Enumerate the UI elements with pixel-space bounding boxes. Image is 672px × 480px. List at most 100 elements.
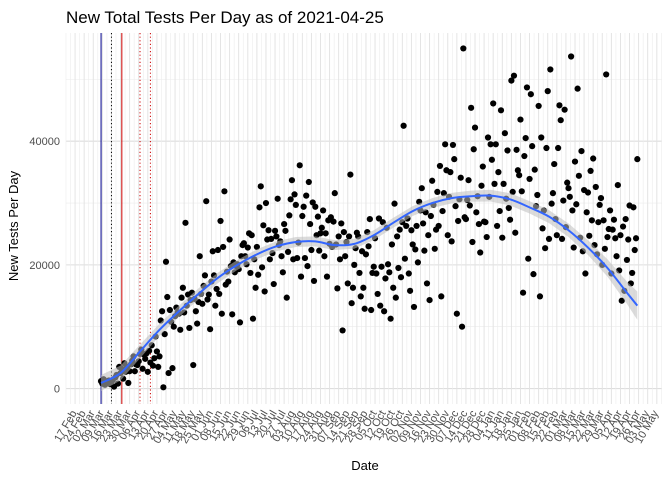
data-point [390, 284, 397, 291]
data-point [488, 156, 495, 163]
data-point [283, 294, 290, 301]
data-point [382, 275, 389, 282]
data-point [334, 285, 341, 292]
data-point [583, 209, 590, 216]
data-point [375, 215, 383, 222]
data-point [574, 85, 581, 92]
data-point [214, 246, 222, 254]
data-point [442, 141, 449, 148]
data-point [449, 141, 457, 149]
data-point [586, 232, 593, 239]
data-point [321, 253, 328, 260]
data-point [414, 259, 421, 266]
data-point [555, 144, 562, 152]
data-point [339, 327, 346, 334]
data-point [319, 207, 327, 214]
data-point [505, 204, 512, 212]
data-point [496, 207, 503, 215]
data-point [278, 253, 285, 260]
data-point [418, 185, 425, 192]
data-point [516, 172, 523, 179]
data-point [312, 203, 319, 210]
data-point [508, 77, 515, 84]
y-tick-label: 40000 [29, 136, 60, 148]
data-point [160, 384, 167, 391]
data-point [308, 246, 315, 254]
chart-title: New Total Tests Per Day as of 2021-04-25 [66, 8, 384, 27]
data-point [469, 238, 476, 246]
data-point [530, 271, 537, 278]
data-point [396, 226, 403, 233]
data-point [194, 320, 201, 327]
smooth-line [100, 194, 639, 384]
data-point [438, 293, 445, 300]
data-point [571, 158, 579, 165]
data-point [294, 254, 301, 262]
data-point [448, 238, 455, 245]
data-point [314, 213, 322, 220]
data-point [548, 200, 555, 207]
data-point [558, 235, 566, 243]
data-point [282, 227, 289, 234]
data-point [509, 188, 516, 196]
data-point [560, 197, 567, 204]
confidence-band [101, 189, 638, 392]
data-point [412, 246, 419, 253]
data-point [281, 220, 288, 228]
data-point [521, 152, 528, 160]
data-point [525, 255, 532, 262]
data-point [570, 244, 577, 251]
data-point [517, 116, 524, 123]
data-point [519, 289, 527, 296]
data-point [501, 130, 508, 137]
data-point [527, 91, 534, 98]
data-point [255, 271, 262, 278]
data-point [253, 243, 260, 251]
data-point [479, 163, 486, 170]
data-point [470, 146, 477, 153]
data-point [229, 311, 236, 318]
data-point [630, 204, 637, 211]
data-point [192, 308, 199, 315]
data-point [368, 306, 375, 314]
data-point [345, 233, 353, 240]
data-point [384, 261, 392, 268]
data-point [392, 294, 399, 301]
data-point [318, 224, 325, 231]
data-point [149, 362, 157, 369]
data-point [497, 107, 505, 114]
data-point [190, 361, 197, 369]
data-point [240, 240, 247, 247]
data-point [547, 66, 554, 73]
data-point [556, 102, 563, 109]
data-point [553, 232, 560, 239]
data-point [545, 235, 553, 243]
data-point [617, 232, 624, 239]
data-point [377, 302, 384, 309]
data-point [478, 182, 485, 189]
data-point [209, 248, 216, 255]
data-point [434, 188, 441, 196]
data-point [381, 308, 388, 315]
data-point [471, 124, 479, 131]
data-point [266, 256, 273, 263]
data-point [447, 169, 454, 176]
data-point [304, 263, 311, 270]
data-point [526, 175, 533, 183]
data-point [401, 255, 409, 262]
data-point [226, 236, 233, 243]
data-point [514, 167, 521, 174]
data-point [465, 177, 472, 184]
data-point [256, 204, 263, 211]
data-point [408, 227, 415, 234]
smooth-curve [100, 189, 639, 392]
data-point [431, 245, 438, 252]
data-point [452, 203, 459, 210]
data-point [538, 134, 545, 141]
y-axis-ticks: 0 20000 40000 [29, 136, 60, 395]
data-point [351, 261, 358, 268]
data-point [625, 236, 632, 243]
data-point [484, 134, 492, 141]
